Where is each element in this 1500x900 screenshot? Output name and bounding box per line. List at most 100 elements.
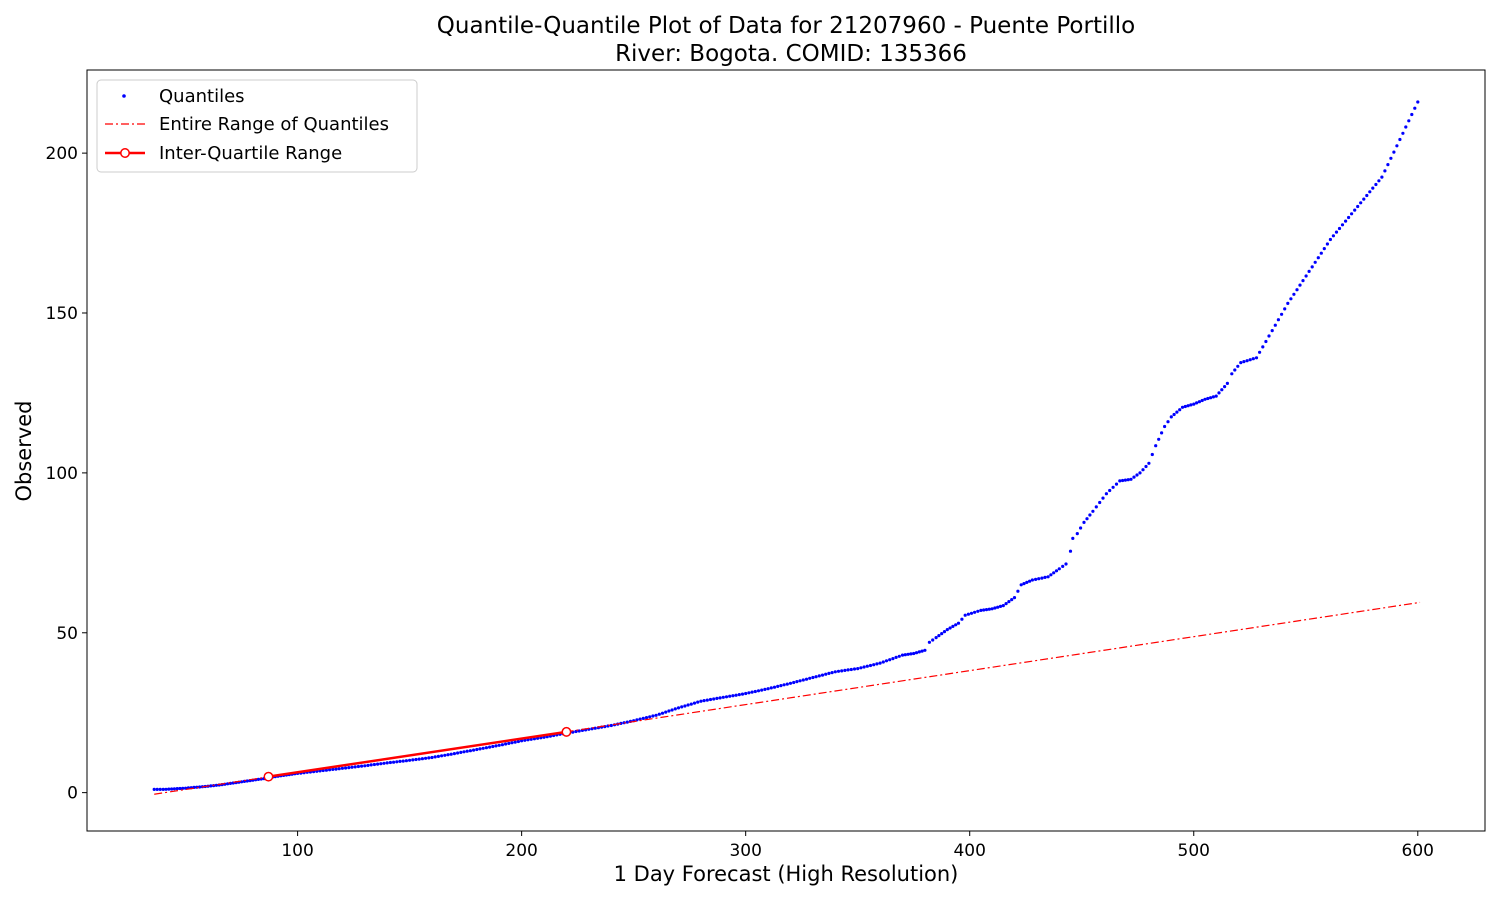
quantile-point — [966, 612, 971, 616]
quantile-point — [673, 707, 677, 711]
quantile-point — [856, 667, 860, 671]
quantile-point — [1331, 234, 1335, 238]
x-tick-label: 500 — [1178, 841, 1210, 861]
quantile-point — [170, 787, 174, 791]
quantile-point — [852, 667, 857, 671]
quantile-point — [1172, 412, 1176, 417]
inter-quartile-line — [268, 730, 567, 778]
quantile-point — [1286, 301, 1290, 305]
quantile-point — [843, 668, 847, 673]
quantile-point — [1049, 573, 1053, 577]
quantile-point — [1264, 339, 1268, 344]
quantile-point — [811, 675, 815, 680]
quantile-point — [1046, 575, 1050, 579]
quantile-point — [937, 634, 941, 638]
quantile-point — [987, 607, 991, 611]
quantile-point — [520, 739, 524, 743]
quantile-point — [1085, 517, 1089, 521]
quantile-point — [392, 760, 396, 764]
quantile-point — [1091, 509, 1095, 513]
quantile-point — [1395, 144, 1399, 148]
quantile-point — [973, 610, 977, 614]
plot-area: 100 200 300 400 500 600 0 50 100 150 200 — [46, 69, 1486, 861]
quantile-point — [820, 673, 825, 677]
quantile-point — [494, 744, 498, 748]
quantile-point — [1223, 385, 1227, 389]
quantile-point — [468, 749, 472, 753]
quantile-point — [1054, 569, 1059, 573]
quantile-point — [641, 716, 645, 721]
quantile-point — [998, 604, 1003, 609]
quantile-point — [798, 679, 802, 683]
quantile-point — [1150, 452, 1154, 457]
y-tick-label: 200 — [46, 144, 78, 164]
quantile-point — [1160, 431, 1164, 435]
quantile-point — [888, 658, 892, 662]
quantile-point — [1407, 119, 1411, 123]
quantile-point — [1025, 580, 1029, 585]
quantile-point — [875, 662, 879, 666]
quantile-point — [664, 710, 668, 714]
quantile-point — [1034, 577, 1038, 582]
quantile-point — [1307, 269, 1311, 273]
quantile-point — [891, 657, 895, 661]
quantile-point — [372, 762, 376, 767]
quantile-point — [462, 750, 466, 754]
quantile-point — [801, 678, 805, 682]
quantile-point — [1350, 212, 1354, 216]
quantile-point — [1079, 526, 1083, 530]
quantile-point — [1254, 356, 1259, 360]
quantile-point — [363, 764, 367, 768]
quantile-point — [1197, 400, 1201, 404]
quantile-point — [1258, 350, 1262, 354]
quantile-point — [948, 626, 952, 630]
quantile-point — [465, 749, 469, 753]
quantile-point — [155, 787, 159, 792]
quantile-point — [1347, 215, 1351, 220]
quantile-point — [172, 787, 176, 791]
quantile-point — [1359, 201, 1363, 205]
quantile-point — [398, 759, 402, 764]
quantile-point — [760, 688, 764, 692]
quantile-point — [366, 763, 370, 768]
quantile-point — [782, 683, 786, 687]
quantile-point — [1037, 577, 1041, 581]
quantile-point — [705, 698, 709, 702]
quantile-point — [1094, 505, 1098, 509]
quantile-point — [1043, 575, 1047, 580]
quantile-point — [1203, 397, 1207, 401]
quantile-point — [609, 723, 613, 728]
legend-quantiles-marker — [122, 94, 126, 98]
quantile-point — [175, 787, 179, 791]
quantile-point — [459, 750, 463, 755]
quantile-point — [923, 648, 927, 652]
chart-title-line-2: River: Bogota. COMID: 135366 — [615, 41, 967, 67]
x-tick-label: 200 — [505, 841, 537, 861]
quantile-point — [734, 693, 738, 697]
quantile-point — [859, 666, 863, 670]
quantile-point — [728, 694, 732, 698]
quantile-point — [1010, 598, 1014, 602]
quantile-point — [1154, 444, 1158, 448]
quantile-point — [1114, 482, 1119, 486]
quantile-point — [1337, 226, 1342, 231]
quantile-point — [1178, 408, 1182, 412]
quantile-point — [993, 606, 997, 610]
quantile-point — [817, 674, 821, 678]
quantile-point — [1319, 251, 1323, 255]
quantile-point — [1126, 478, 1130, 482]
x-tick-label: 300 — [729, 841, 761, 861]
quantile-point — [827, 671, 831, 676]
x-tick-label: 600 — [1402, 841, 1434, 861]
quantile-point — [779, 684, 783, 688]
quantile-point — [1001, 604, 1005, 608]
quantile-point — [914, 651, 919, 655]
quantile-point — [340, 766, 344, 770]
quantile-point — [388, 760, 392, 765]
quantile-point — [900, 653, 905, 657]
quantile-point — [1028, 579, 1032, 583]
quantile-point — [1310, 265, 1314, 269]
quantile-point — [804, 677, 809, 681]
quantile-point — [500, 743, 504, 747]
quantile-point — [920, 649, 924, 653]
